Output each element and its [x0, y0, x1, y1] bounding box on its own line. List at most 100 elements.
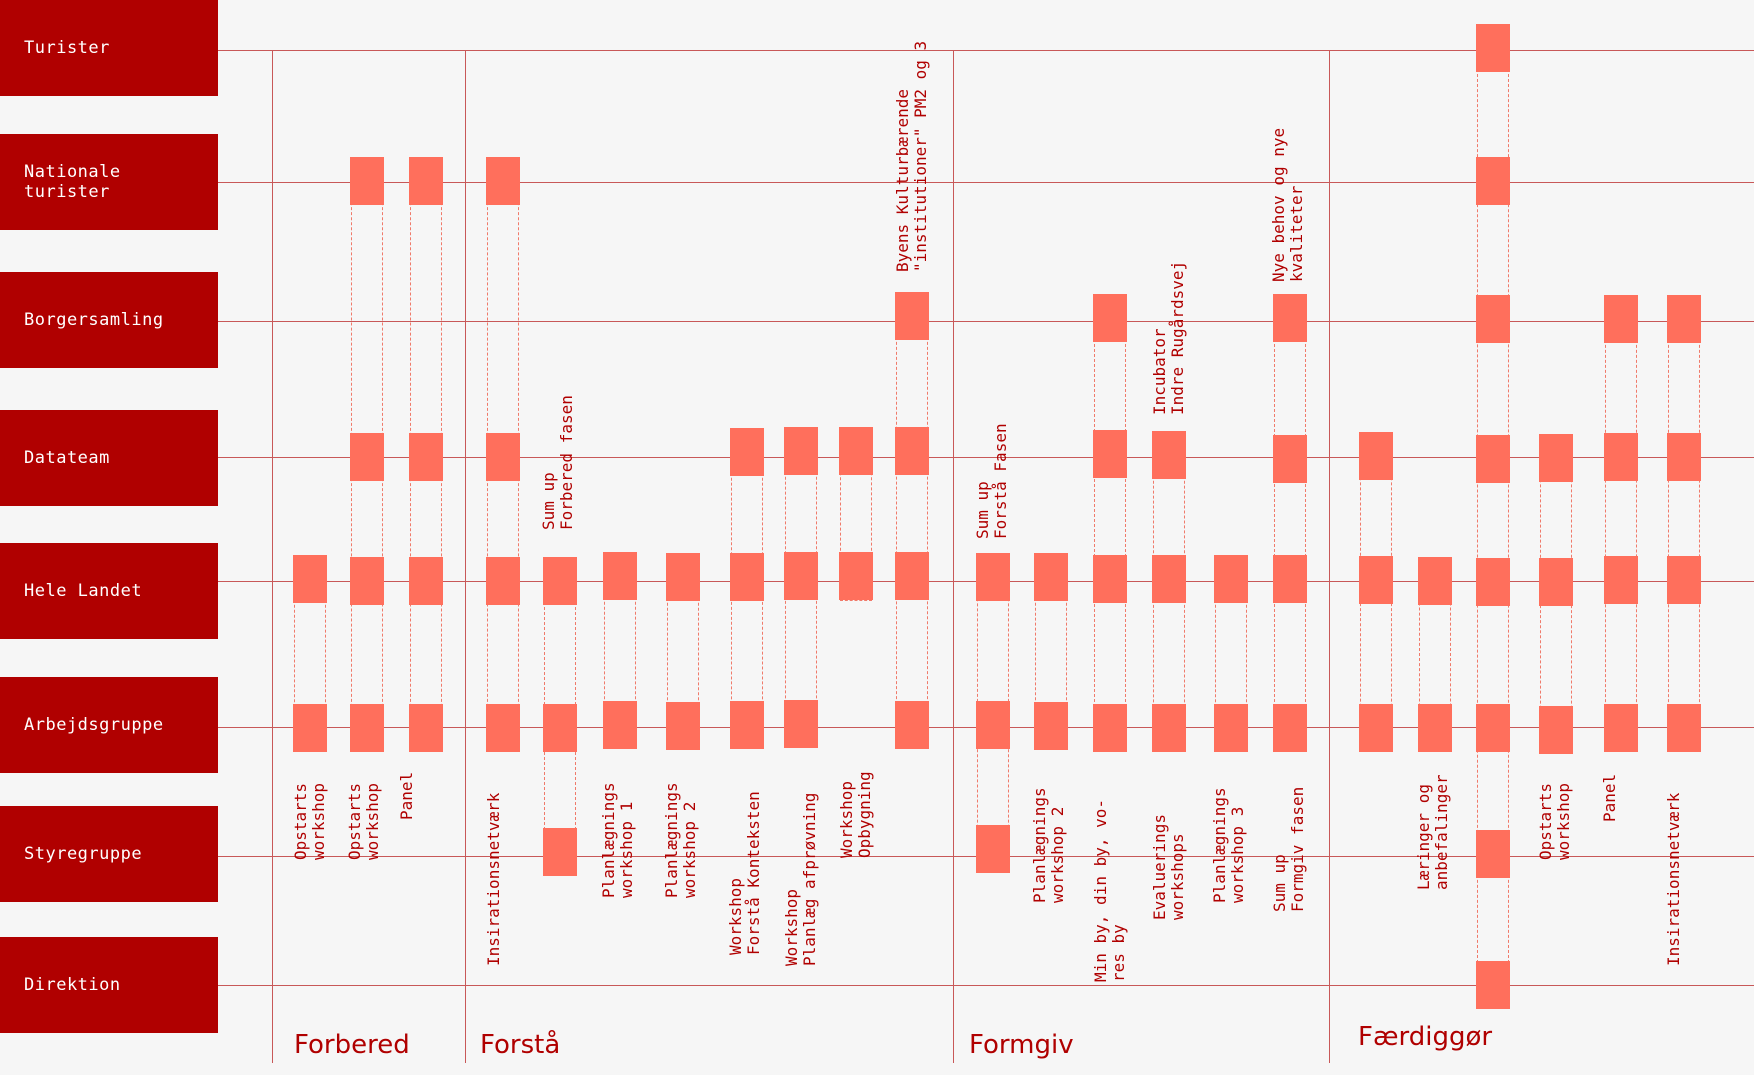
- activity-block-hele-landet: [730, 553, 764, 601]
- phase-label-forbered: Forbered: [294, 1030, 410, 1060]
- activity-block-arbejdsgruppe: [1093, 704, 1127, 752]
- activity-block-arbejdsgruppe: [603, 701, 637, 749]
- activity-label: Opstarts workshop: [1536, 782, 1573, 860]
- row-line-direktion: [218, 985, 1754, 986]
- activity-label: Byens Kulturbærende "institutioner" PM2 …: [893, 40, 930, 272]
- activity-block-datateam: [1539, 434, 1573, 482]
- activity-label: Planlægnings workshop 3: [1210, 787, 1247, 903]
- activity-block-arbejdsgruppe: [543, 704, 577, 752]
- activity-block-datateam: [1604, 433, 1638, 481]
- activity-block-borgersamling: [1476, 295, 1510, 343]
- activity-block-arbejdsgruppe: [1539, 706, 1573, 754]
- activity-block-hele-landet: [1604, 556, 1638, 604]
- activity-block-arbejdsgruppe: [666, 702, 700, 750]
- activity-block-arbejdsgruppe: [293, 704, 327, 752]
- activity-block-borgersamling: [895, 292, 929, 340]
- activity-connector: [1668, 295, 1700, 752]
- activity-block-hele-landet: [409, 557, 443, 605]
- activity-block-nationale-turister: [1476, 157, 1510, 205]
- phase-divider-formgiv: [953, 50, 954, 1063]
- activity-label: Workshop Forstå Konteksten: [726, 791, 763, 955]
- activity-block-hele-landet: [1667, 556, 1701, 604]
- activity-block-datateam: [730, 428, 764, 476]
- activity-block-arbejdsgruppe: [409, 704, 443, 752]
- row-label-arbejdsgruppe: Arbejdsgruppe: [0, 677, 218, 773]
- activity-block-datateam: [1667, 433, 1701, 481]
- row-label-borgersamling: Borgersamling: [0, 272, 218, 368]
- activity-label: Insirationsnetværk: [1664, 792, 1683, 966]
- activity-label: Workshop Planlæg afprøvning: [782, 792, 819, 966]
- activity-block-arbejdsgruppe: [1359, 704, 1393, 752]
- row-label-nationale-turister: Nationale turister: [0, 134, 218, 230]
- activity-block-arbejdsgruppe: [895, 701, 929, 749]
- activity-block-datateam: [839, 427, 873, 475]
- activity-block-hele-landet: [895, 552, 929, 600]
- activity-block-direktion: [1476, 961, 1510, 1009]
- activity-block-hele-landet: [1539, 558, 1573, 606]
- activity-label: Planlægnings workshop 1: [599, 782, 636, 898]
- row-label-styregruppe: Styregruppe: [0, 806, 218, 902]
- activity-block-datateam: [1152, 431, 1186, 479]
- activity-connector: [1605, 295, 1637, 752]
- activity-block-hele-landet: [543, 557, 577, 605]
- activity-block-datateam: [350, 433, 384, 481]
- activity-block-datateam: [486, 433, 520, 481]
- row-label-hele-landet: Hele Landet: [0, 543, 218, 639]
- activity-label: Planlægnings workshop 2: [1030, 787, 1067, 903]
- activity-block-hele-landet: [1034, 553, 1068, 601]
- row-label-turister: Turister: [0, 0, 218, 96]
- activity-block-styregruppe: [543, 828, 577, 876]
- activity-block-datateam: [409, 433, 443, 481]
- activity-block-arbejdsgruppe: [1034, 702, 1068, 750]
- activity-block-styregruppe: [976, 825, 1010, 873]
- activity-label: Sum up Forstå Fasen: [973, 423, 1010, 539]
- activity-block-styregruppe: [1476, 830, 1510, 878]
- activity-block-datateam: [784, 427, 818, 475]
- activity-block-turister: [1476, 24, 1510, 72]
- phase-label-faerdiggor: Færdiggør: [1358, 1022, 1493, 1052]
- phase-label-formgiv: Formgiv: [969, 1030, 1074, 1060]
- activity-block-nationale-turister: [486, 157, 520, 205]
- activity-block-arbejdsgruppe: [1604, 704, 1638, 752]
- activity-block-hele-landet: [603, 552, 637, 600]
- activity-block-hele-landet: [839, 552, 873, 600]
- activity-block-hele-landet: [1476, 558, 1510, 606]
- activity-label: Evaluerings workshops: [1150, 814, 1187, 920]
- activity-block-arbejdsgruppe: [1152, 704, 1186, 752]
- activity-block-arbejdsgruppe: [976, 701, 1010, 749]
- activity-block-arbejdsgruppe: [1667, 704, 1701, 752]
- row-line-borgersamling: [218, 321, 1754, 322]
- activity-block-borgersamling: [1604, 295, 1638, 343]
- activity-block-hele-landet: [350, 557, 384, 605]
- activity-block-nationale-turister: [409, 157, 443, 205]
- activity-block-datateam: [1359, 432, 1393, 480]
- activity-block-arbejdsgruppe: [784, 700, 818, 748]
- activity-block-datateam: [1093, 430, 1127, 478]
- activity-block-datateam: [895, 427, 929, 475]
- activity-block-nationale-turister: [350, 157, 384, 205]
- row-line-datateam: [218, 457, 1754, 458]
- phase-divider-forsta: [465, 50, 466, 1063]
- activity-label: Opstarts workshop: [291, 782, 328, 860]
- activity-label: Insirationsnetværk: [484, 792, 503, 966]
- row-line-turister: [218, 50, 1754, 51]
- activity-block-arbejdsgruppe: [1418, 704, 1452, 752]
- phase-label-forsta: Forstå: [480, 1030, 561, 1060]
- activity-label: Incubator Indre Rugårdsvej: [1150, 260, 1187, 415]
- activity-label: Sum up Forbered fasen: [539, 395, 576, 530]
- activity-block-arbejdsgruppe: [730, 701, 764, 749]
- activity-block-hele-landet: [784, 552, 818, 600]
- activity-block-hele-landet: [1152, 555, 1186, 603]
- activity-label: Planlægnings workshop 2: [662, 782, 699, 898]
- activity-block-arbejdsgruppe: [1476, 704, 1510, 752]
- activity-label: Opstarts workshop: [345, 782, 382, 860]
- activity-block-hele-landet: [486, 557, 520, 605]
- activity-block-hele-landet: [666, 553, 700, 601]
- activity-label: Min by, din by, vo- res by: [1091, 798, 1128, 982]
- activity-block-borgersamling: [1667, 295, 1701, 343]
- activity-block-datateam: [1273, 435, 1307, 483]
- activity-connector: [1094, 294, 1126, 752]
- activity-connector: [1274, 294, 1306, 752]
- activity-block-borgersamling: [1093, 294, 1127, 342]
- activity-block-borgersamling: [1273, 294, 1307, 342]
